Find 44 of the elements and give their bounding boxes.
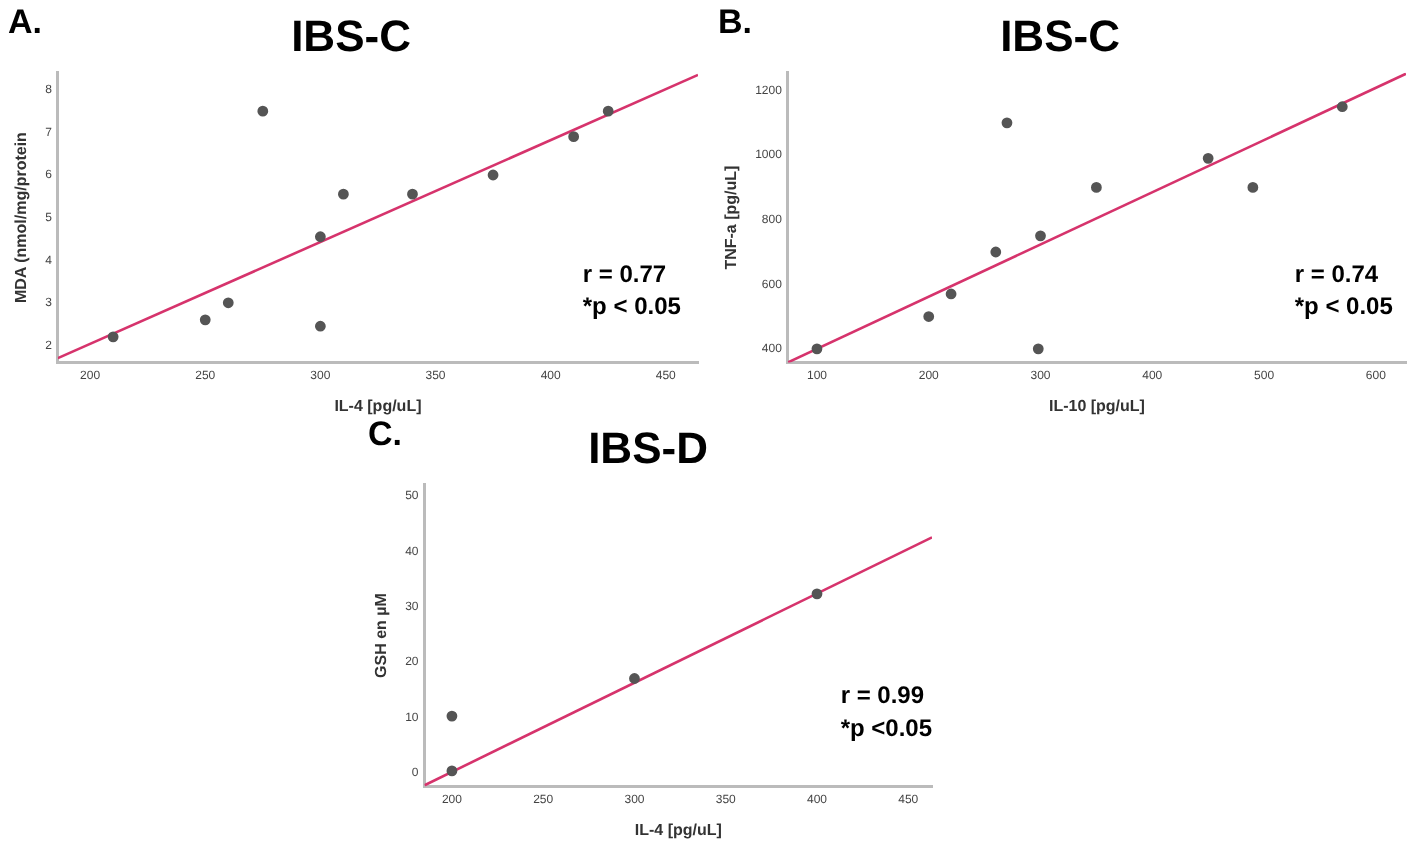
point [923,311,935,322]
point [314,231,326,243]
annotation: *p < 0.05 [582,292,682,320]
point [945,288,957,300]
point [629,673,640,684]
annotation: r = 0.77 [582,260,667,289]
point [990,246,1002,258]
point [1336,101,1348,113]
point [487,169,499,181]
point [1247,182,1259,193]
text: C. [368,415,402,454]
x-axis-title: IL-4 [pg/uL] [634,820,723,839]
point [568,131,580,143]
point [338,188,349,200]
text: A. [8,3,42,42]
point [811,588,823,600]
point [1035,230,1046,242]
y-axis-title: GSH en µM [372,592,391,678]
chart-title: IBS-D [588,422,708,473]
annotation: *p < 0.05 [1294,292,1394,320]
y-axis-title: TNF-a [pg/uL] [722,164,741,270]
point [446,710,458,722]
annotation: r = 0.74 [1294,260,1379,289]
point [1090,182,1102,193]
point [314,320,326,332]
point [199,314,211,326]
annotation: *p <0.05 [840,713,933,742]
point [1202,152,1214,164]
chart-title: IBS-C [1000,10,1121,61]
point [407,188,418,200]
x-axis-title: IL-10 [pg/uL] [1048,396,1146,415]
point [222,297,234,309]
point [602,105,614,117]
point [257,105,269,117]
annotation: r = 0.99 [840,680,925,709]
chart-title: IBS-C [291,10,412,61]
x-axis-title: IL-4 [pg/uL] [334,396,423,415]
point [1001,117,1013,129]
y-axis-title: MDA (nmol/mg/protein [12,131,31,304]
text: B. [718,3,752,42]
point [107,331,119,343]
point [446,765,458,777]
point [811,343,823,355]
point [1032,343,1044,355]
